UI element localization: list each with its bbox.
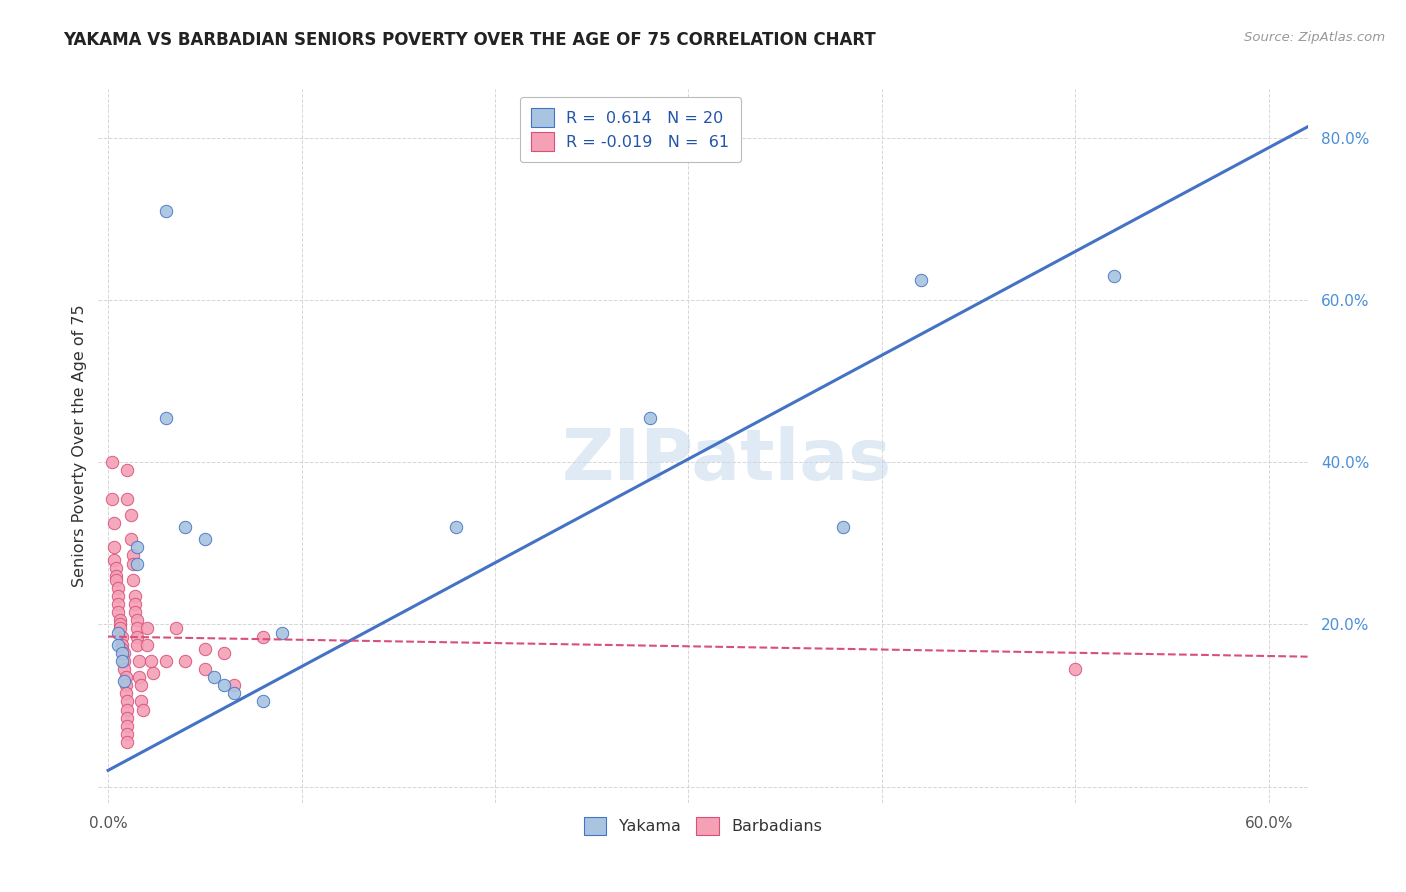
- Point: [135, 622, 157, 636]
- Point: [122, 573, 145, 587]
- Point: [107, 625, 129, 640]
- Point: [101, 491, 124, 506]
- Point: [174, 520, 197, 534]
- Point: [139, 654, 162, 668]
- Point: [112, 654, 135, 668]
- Point: [103, 552, 125, 566]
- Point: [107, 597, 129, 611]
- Point: [252, 694, 274, 708]
- Point: [103, 516, 125, 530]
- Point: [124, 597, 146, 611]
- Text: Source: ZipAtlas.com: Source: ZipAtlas.com: [1244, 31, 1385, 45]
- Y-axis label: Seniors Poverty Over the Age of 75: Seniors Poverty Over the Age of 75: [72, 305, 87, 587]
- Point: [120, 533, 142, 547]
- Point: [114, 670, 136, 684]
- Point: [142, 666, 165, 681]
- Point: [194, 662, 217, 676]
- Point: [120, 508, 142, 522]
- Point: [108, 622, 131, 636]
- Point: [107, 605, 129, 619]
- Point: [114, 678, 136, 692]
- Point: [129, 694, 152, 708]
- Point: [165, 622, 187, 636]
- Point: [117, 491, 139, 506]
- Point: [117, 711, 139, 725]
- Point: [122, 557, 145, 571]
- Point: [107, 581, 129, 595]
- Point: [194, 533, 217, 547]
- Point: [910, 273, 932, 287]
- Point: [127, 622, 149, 636]
- Point: [222, 686, 245, 700]
- Point: [111, 641, 134, 656]
- Point: [112, 662, 135, 676]
- Point: [174, 654, 197, 668]
- Point: [108, 613, 131, 627]
- Point: [111, 638, 134, 652]
- Point: [128, 670, 150, 684]
- Point: [117, 727, 139, 741]
- Point: [112, 674, 135, 689]
- Point: [132, 702, 155, 716]
- Point: [127, 638, 149, 652]
- Point: [127, 630, 149, 644]
- Point: [104, 573, 127, 587]
- Point: [222, 678, 245, 692]
- Point: [212, 678, 235, 692]
- Point: [117, 702, 139, 716]
- Point: [108, 617, 131, 632]
- Point: [128, 654, 150, 668]
- Point: [112, 646, 135, 660]
- Point: [114, 686, 136, 700]
- Point: [111, 654, 134, 668]
- Point: [271, 625, 294, 640]
- Point: [155, 203, 177, 218]
- Point: [107, 638, 129, 652]
- Point: [832, 520, 855, 534]
- Point: [1064, 662, 1087, 676]
- Point: [155, 654, 177, 668]
- Point: [117, 719, 139, 733]
- Text: YAKAMA VS BARBADIAN SENIORS POVERTY OVER THE AGE OF 75 CORRELATION CHART: YAKAMA VS BARBADIAN SENIORS POVERTY OVER…: [63, 31, 876, 49]
- Point: [103, 541, 125, 555]
- Point: [252, 630, 274, 644]
- Point: [117, 735, 139, 749]
- Point: [104, 568, 127, 582]
- Point: [1102, 268, 1125, 283]
- Point: [107, 589, 129, 603]
- Point: [135, 638, 157, 652]
- Point: [638, 410, 661, 425]
- Point: [129, 678, 152, 692]
- Point: [204, 670, 226, 684]
- Point: [111, 646, 134, 660]
- Point: [124, 605, 146, 619]
- Point: [194, 641, 217, 656]
- Legend: Yakama, Barbadians: Yakama, Barbadians: [574, 807, 832, 845]
- Point: [122, 549, 145, 563]
- Point: [104, 560, 127, 574]
- Point: [212, 646, 235, 660]
- Point: [124, 589, 146, 603]
- Point: [111, 630, 134, 644]
- Point: [117, 463, 139, 477]
- Point: [155, 410, 177, 425]
- Point: [446, 520, 468, 534]
- Point: [127, 613, 149, 627]
- Point: [127, 557, 149, 571]
- Text: ZIPatlas: ZIPatlas: [562, 425, 893, 495]
- Point: [127, 541, 149, 555]
- Point: [101, 455, 124, 469]
- Point: [117, 694, 139, 708]
